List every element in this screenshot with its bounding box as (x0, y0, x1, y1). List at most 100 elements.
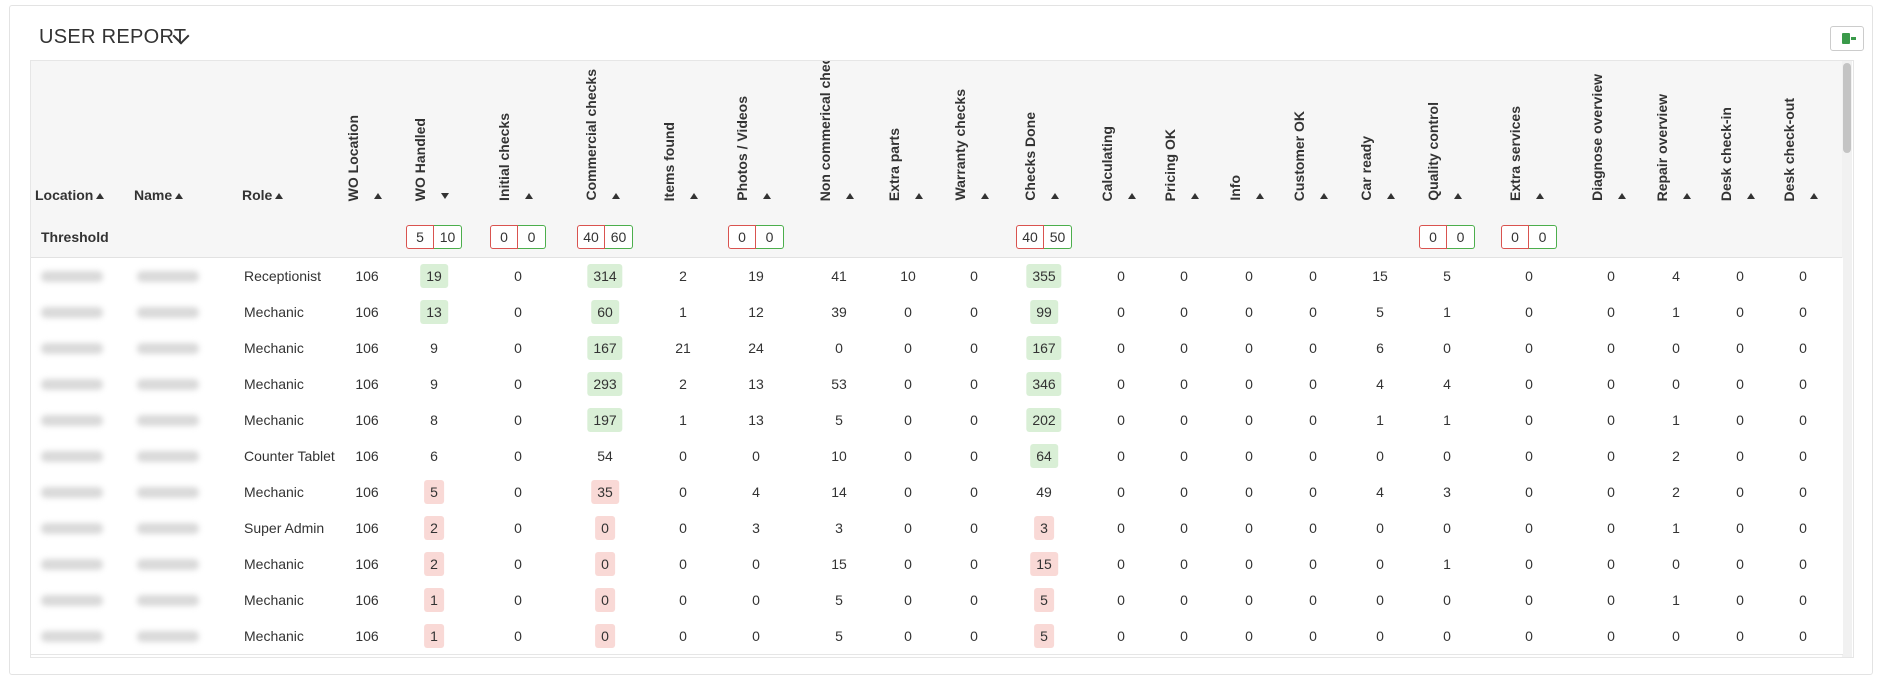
value-cell: 106 (349, 258, 384, 294)
column-header[interactable]: Items found (661, 121, 677, 201)
value-cell: 0 (508, 402, 528, 438)
value-cell: 0 (964, 438, 984, 474)
value: 0 (752, 556, 760, 572)
value: 106 (355, 556, 379, 572)
sort-arrow (1387, 193, 1395, 199)
value: 0 (970, 376, 978, 392)
column-header[interactable]: Non commerical checks (817, 60, 833, 201)
sort-arrow (1191, 193, 1199, 199)
value: 5 (835, 592, 843, 608)
value-cell: 0 (1519, 258, 1539, 294)
value-cell: 0 (1111, 618, 1131, 654)
column-header[interactable]: Desk check-out (1781, 97, 1797, 201)
value: 54 (597, 448, 613, 464)
threshold-low[interactable]: 0 (728, 225, 756, 249)
value-cell: 0 (595, 546, 615, 582)
role-cell: Mechanic (244, 340, 304, 356)
value-cell: 0 (1111, 294, 1131, 330)
value: 0 (595, 588, 615, 612)
column-header[interactable]: Checks Done (1022, 112, 1038, 201)
threshold-high[interactable]: 0 (1529, 225, 1557, 249)
role-cell: Mechanic (244, 628, 304, 644)
value: 5 (1443, 268, 1451, 284)
column-header[interactable]: Customer OK (1291, 110, 1307, 201)
value: 0 (1180, 304, 1188, 320)
threshold-row: Threshold 5 10 0 0 40 60 0 0 40 50 0 0 0 0 (31, 217, 1843, 258)
value: 19 (420, 264, 448, 288)
value: 314 (587, 264, 623, 288)
value: 0 (1799, 628, 1807, 644)
value: 0 (904, 520, 912, 536)
threshold-low[interactable]: 0 (1419, 225, 1447, 249)
column-header[interactable]: Extra parts (886, 127, 902, 201)
value-cell: 60 (591, 294, 619, 330)
column-header[interactable]: Diagnose overview (1589, 74, 1605, 201)
scrollbar[interactable] (1842, 61, 1852, 657)
threshold-low[interactable]: 0 (490, 225, 518, 249)
value-cell: 0 (1111, 438, 1131, 474)
column-header[interactable]: Info (1227, 175, 1243, 201)
value-cell: 0 (1519, 438, 1539, 474)
blurred-name (137, 451, 199, 462)
value: 167 (1026, 336, 1062, 360)
threshold-high[interactable]: 10 (434, 225, 462, 249)
value-cell: 19 (742, 258, 770, 294)
threshold-low[interactable]: 40 (1016, 225, 1044, 249)
value-cell: 0 (595, 510, 615, 546)
value-cell: 0 (964, 582, 984, 618)
column-header[interactable]: Warranty checks (952, 89, 968, 201)
value: 0 (679, 448, 687, 464)
threshold-high[interactable]: 50 (1044, 225, 1072, 249)
value-cell: 0 (964, 366, 984, 402)
value-cell: 0 (1174, 582, 1194, 618)
value-cell: 0 (964, 546, 984, 582)
value-cell: 0 (1519, 330, 1539, 366)
blurred-name (137, 487, 199, 498)
column-header[interactable]: Location (35, 187, 94, 203)
value: 2 (424, 516, 444, 540)
value: 0 (1736, 304, 1744, 320)
export-button[interactable] (1830, 26, 1864, 51)
threshold-low[interactable]: 40 (577, 225, 605, 249)
value-cell: 0 (1239, 294, 1259, 330)
column-header[interactable]: Quality control (1425, 102, 1441, 201)
column-header[interactable]: Commercial checks (583, 69, 599, 201)
threshold-high[interactable]: 60 (605, 225, 633, 249)
column-header[interactable]: Photos / Videos (734, 96, 750, 201)
column-header[interactable]: Initial checks (496, 113, 512, 201)
value-cell: 0 (964, 510, 984, 546)
column-header[interactable]: Car ready (1358, 136, 1374, 201)
role-cell: Mechanic (244, 484, 304, 500)
value: 0 (1525, 556, 1533, 572)
column-header[interactable]: Desk check-in (1718, 106, 1734, 201)
value: 0 (1799, 484, 1807, 500)
column-header[interactable]: WO Handled (412, 117, 428, 201)
value: 1 (679, 412, 687, 428)
sort-arrow (275, 193, 284, 199)
threshold-high[interactable]: 0 (518, 225, 546, 249)
column-header[interactable]: Repair overview (1654, 93, 1670, 201)
column-header[interactable]: WO Location (345, 114, 361, 201)
value-cell: 0 (1111, 402, 1131, 438)
sort-arrow (1810, 193, 1818, 199)
threshold-high[interactable]: 0 (756, 225, 784, 249)
value: 0 (1525, 376, 1533, 392)
column-header[interactable]: Calculating (1099, 125, 1115, 201)
value-cell: 0 (1303, 258, 1323, 294)
column-header[interactable]: Name (134, 187, 173, 203)
column-header[interactable]: Pricing OK (1162, 128, 1178, 201)
value-cell: 5 (829, 402, 849, 438)
threshold-low[interactable]: 5 (406, 225, 434, 249)
value-cell: 0 (1174, 294, 1194, 330)
column-header[interactable]: Role (242, 187, 273, 203)
column-header[interactable]: Extra services (1507, 106, 1523, 201)
value: 0 (514, 592, 522, 608)
value: 0 (1607, 412, 1615, 428)
value: 1 (424, 588, 444, 612)
table-row: Mechanic 106 8 0 197 1 13 5 0 0 202 0 0 0 0 1 1 0 0 1 0 0 (31, 402, 1843, 439)
report-card: USER REPORT (9, 5, 1873, 675)
threshold-high[interactable]: 0 (1447, 225, 1475, 249)
threshold-low[interactable]: 0 (1501, 225, 1529, 249)
value-cell: 6 (1370, 330, 1390, 366)
